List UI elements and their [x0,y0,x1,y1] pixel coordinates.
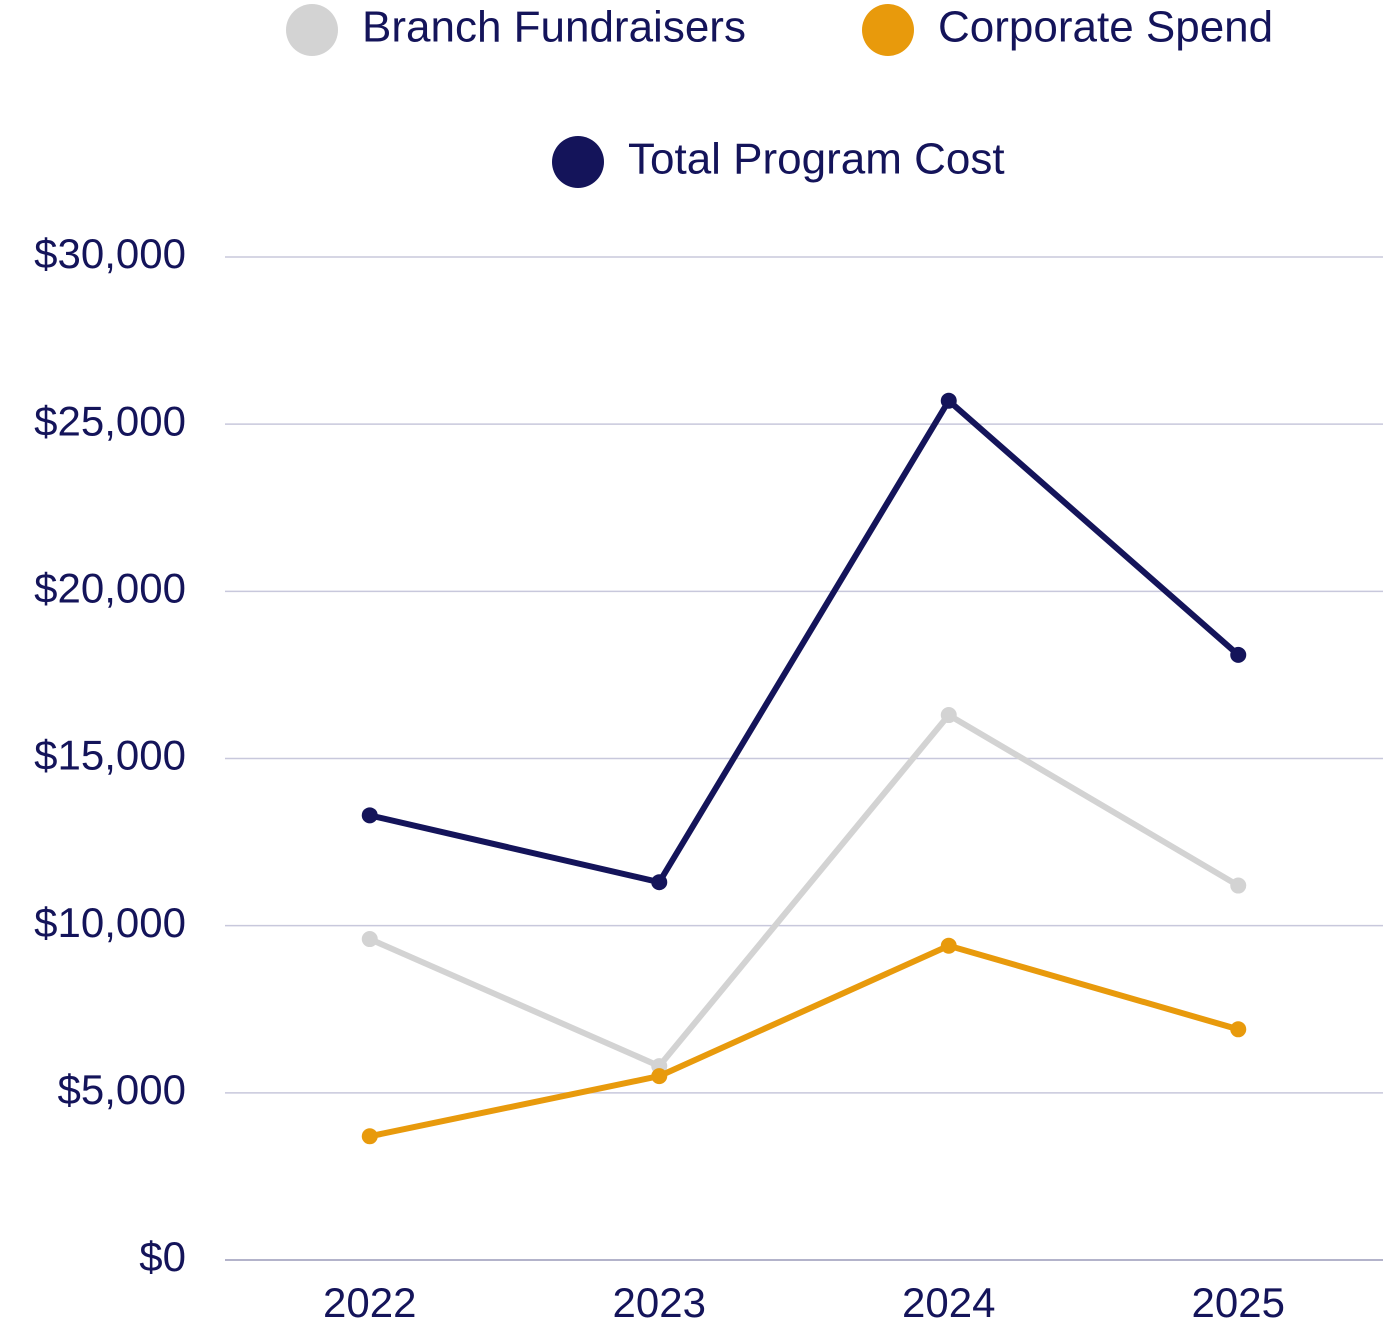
series-line [368,712,1240,1070]
data-point [940,937,957,954]
x-tick-label: 2023 [613,1279,706,1326]
legend-label: Branch Fundraisers [362,3,746,52]
legend-swatch [286,4,338,56]
x-tick-label: 2024 [902,1279,995,1326]
legend-swatch [552,136,604,188]
data-point [940,707,957,724]
series-line [369,397,1241,886]
data-point [1230,1021,1247,1038]
data-point [361,1128,378,1145]
y-tick-label: $0 [139,1233,186,1280]
data-point [361,931,378,948]
y-tick-label: $10,000 [34,899,186,946]
x-tick-label: 2025 [1192,1279,1285,1326]
data-point [651,874,668,891]
legend-label: Total Program Cost [628,135,1005,184]
y-tick-label: $30,000 [34,230,186,277]
x-tick-label: 2022 [323,1279,416,1326]
legend-swatch [862,4,914,56]
data-point [361,807,378,824]
y-tick-label: $20,000 [34,564,186,611]
data-point [1230,646,1247,663]
series-line [369,942,1240,1140]
y-tick-label: $25,000 [34,397,186,444]
legend-label: Corporate Spend [938,3,1273,52]
y-tick-label: $15,000 [34,732,186,779]
data-point [651,1068,668,1085]
data-point [1230,877,1247,894]
data-point [940,392,957,409]
y-tick-label: $5,000 [58,1066,186,1113]
